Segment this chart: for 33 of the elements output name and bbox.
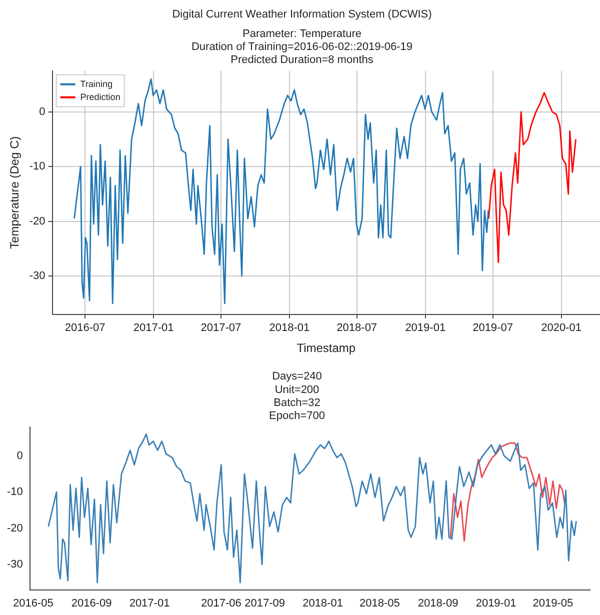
chart-title: Digital Current Weather Information System (DCWIS) [172,8,432,21]
x-tick-label: 2017-06 [201,597,242,610]
y-tick-label: -30 [29,270,46,282]
x-tick-label: 2016-07 [64,322,106,334]
x-tick-label: 2017-09 [244,597,286,610]
legend-label: Training [80,78,112,89]
y-tick-label: -30 [6,558,23,570]
x-tick-label: 2017-01 [133,322,174,334]
x-tick-label: 2016-05 [13,597,54,610]
y-tick-label: -20 [6,522,23,534]
x-axis-title: Timestamp [296,341,356,356]
x-tick-label: 2018-01 [302,597,343,610]
y-tick-label: -10 [29,160,46,173]
x-tick-label: 2016-09 [71,597,112,610]
x-tick-label: 2019-05 [532,597,574,610]
y-tick-label: 0 [16,450,23,462]
y-tick-label: 0 [39,106,46,118]
y-tick-label: -10 [6,486,23,498]
x-tick-label: 2018-05 [360,597,400,610]
legend-label: Prediction [80,92,120,102]
x-tick-label: 2018-01 [269,322,310,334]
x-tick-label: 2017-07 [200,322,242,334]
chart-subtitle: Parameter: Temperature Duration of Training=2016-06-02::2019-06-19 Predicted Duration=8 months [191,28,413,66]
x-tick-label: 2019-01 [476,597,516,610]
x-tick-label: 2017-01 [129,597,170,610]
x-tick-label: 2018-07 [336,322,378,334]
x-tick-label: 2018-09 [418,597,458,610]
y-axis-title: Temperature (Deg C) [8,136,22,249]
x-tick-label: 2019-07 [472,322,513,334]
x-tick-label: 2020-01 [541,322,582,334]
x-tick-label: 2019-01 [405,322,446,334]
chart-title: Days=240 Unit=200 Batch=32 Epoch=700 [269,370,325,422]
y-tick-label: -20 [29,215,46,228]
